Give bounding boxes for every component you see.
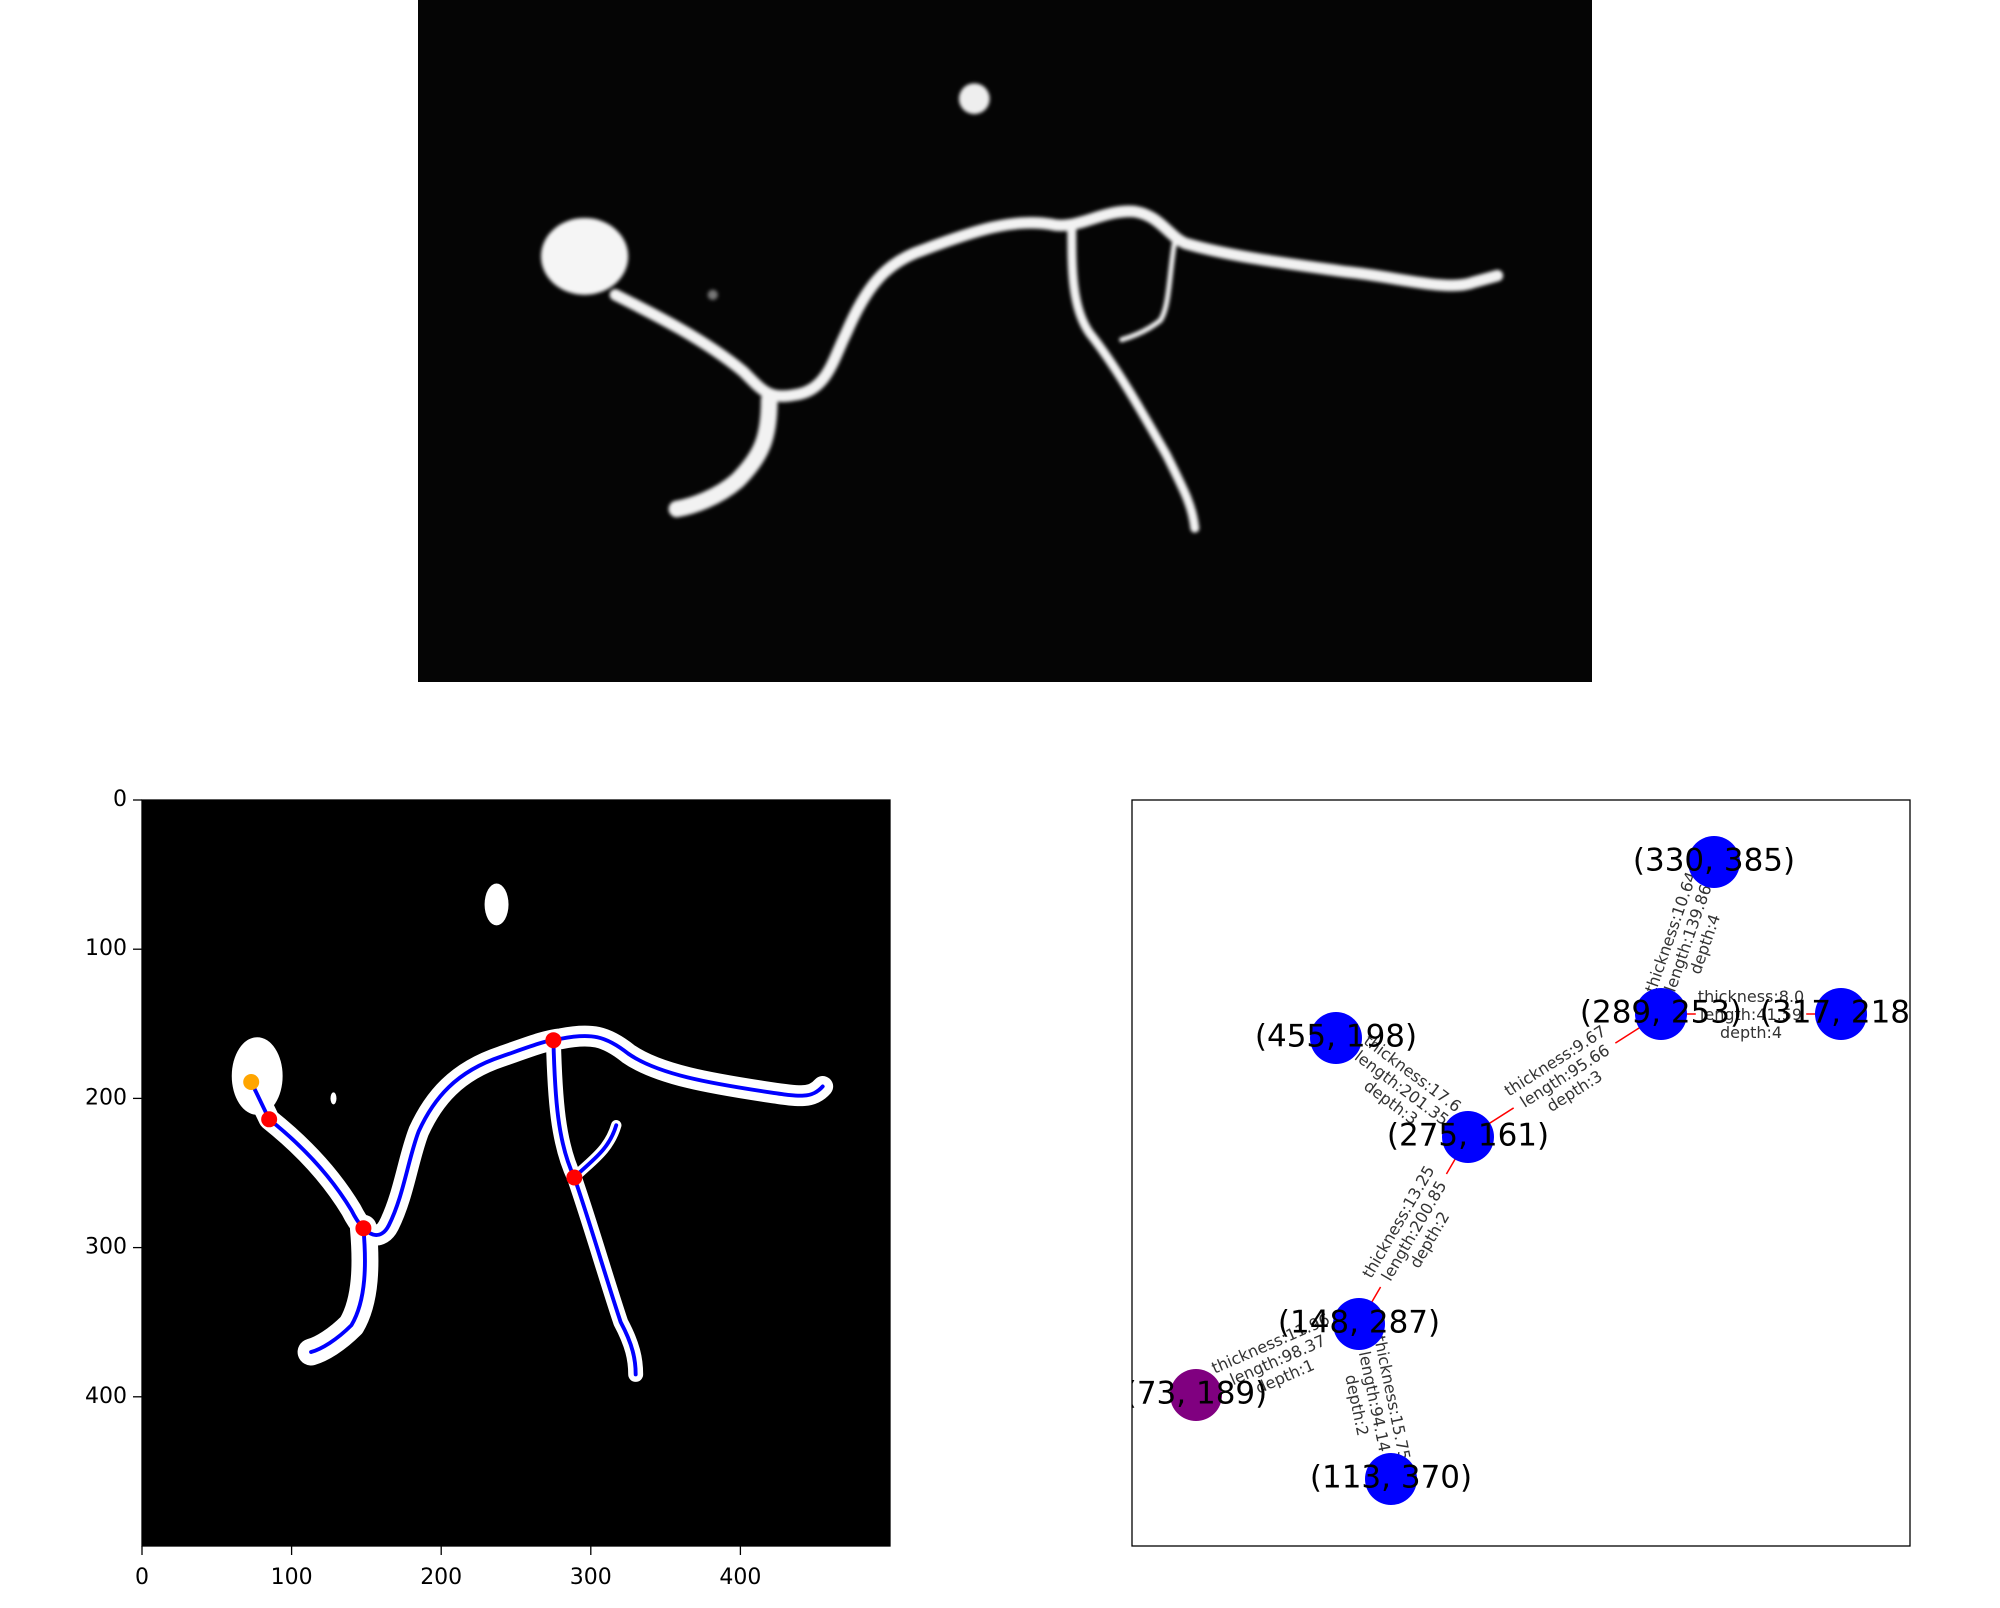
edge-label-text: thickness:8.0 length:41.59 depth:4: [1698, 987, 1804, 1042]
centerline-path: [249, 1034, 825, 1237]
x-tick-label: 300: [570, 1565, 612, 1590]
x-tick-label: 0: [135, 1565, 149, 1590]
node-label: (113, 370): [1310, 1460, 1472, 1496]
micrograph: [418, 0, 1592, 682]
soma-mask: [231, 1037, 283, 1115]
node-label: (275, 161): [1387, 1118, 1549, 1154]
node: [1688, 836, 1740, 888]
edge-label-bg: [1695, 986, 1807, 1043]
edge-label: thickness:8.0 length:41.59 depth:4: [1695, 986, 1807, 1043]
node-label: (289, 253): [1580, 995, 1742, 1031]
node-label: (455, 198): [1255, 1019, 1417, 1055]
debris: [707, 289, 718, 300]
edge-label: thickness:10.64length:139.86depth:4: [1639, 867, 1737, 1010]
debris-mask: [330, 1092, 337, 1105]
edge-label-line: depth:4: [1720, 1023, 1782, 1042]
edge-label-bg: [1206, 1307, 1350, 1413]
centerline-path: [551, 1038, 638, 1377]
node: [1365, 1453, 1417, 1505]
node: [1170, 1369, 1222, 1421]
soma: [541, 217, 629, 295]
edge-label-bg: [1336, 1028, 1468, 1147]
node: [1333, 1298, 1385, 1350]
edge-label-bg: [1356, 1159, 1472, 1302]
node-label: (317, 218): [1760, 995, 1922, 1031]
x-tick-label: 100: [271, 1565, 313, 1590]
centerline-path: [309, 1226, 367, 1354]
node-label: (148, 287): [1278, 1305, 1440, 1341]
y-tick-label: 200: [85, 1085, 127, 1110]
y-tick-label: 300: [85, 1235, 127, 1260]
skeleton-overlay: [231, 883, 834, 1382]
node-label: (73, 189): [1125, 1376, 1268, 1412]
skeleton-image: [142, 800, 890, 1546]
x-tick-label: 200: [420, 1565, 462, 1590]
edge-label-bg: [1333, 1331, 1416, 1472]
junction-point: [545, 1032, 562, 1049]
edge-label: thickness:15.75length:94.14depth:2: [1333, 1331, 1416, 1472]
neurite: [1067, 223, 1200, 533]
y-tick-label: 0: [113, 787, 127, 812]
neurite: [1119, 241, 1177, 343]
node: [1310, 1012, 1362, 1064]
node-label: (330, 385): [1633, 843, 1795, 879]
y-tick-label: 100: [85, 936, 127, 961]
node: [1815, 988, 1867, 1040]
neurite: [668, 391, 778, 518]
graph: thickness:11.96length:98.37depth:1thickn…: [1125, 836, 1922, 1505]
junction-point: [355, 1220, 372, 1237]
neuron-image: [541, 83, 1504, 533]
edge-label-bg: [1639, 867, 1737, 1010]
x-tick-label: 400: [719, 1565, 761, 1590]
debris: [958, 83, 990, 115]
axes-frame: [141, 799, 891, 1547]
debris-mask: [484, 883, 509, 926]
edge-label-line: length:41.59: [1700, 1005, 1802, 1024]
graph-frame: [1131, 799, 1911, 1547]
junction-point: [243, 1073, 260, 1090]
node: [1635, 988, 1687, 1040]
edge-label-bg: [1498, 1019, 1631, 1133]
junction-point: [261, 1111, 278, 1128]
edge-label-line: thickness:8.0: [1698, 987, 1804, 1006]
neurite: [609, 205, 1504, 402]
skeleton-axes: 0 100 200 300 400 0 100 200 300 400: [85, 787, 891, 1590]
node: [1442, 1111, 1494, 1163]
junction-point: [566, 1169, 583, 1186]
y-tick-label: 400: [85, 1384, 127, 1409]
